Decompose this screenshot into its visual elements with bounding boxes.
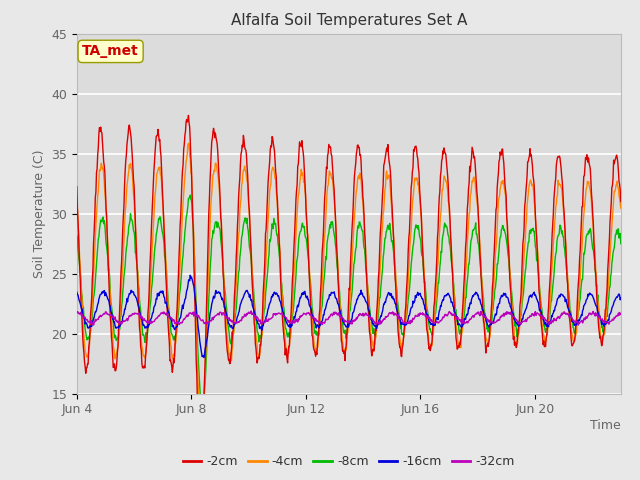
Legend: -2cm, -4cm, -8cm, -16cm, -32cm: -2cm, -4cm, -8cm, -16cm, -32cm <box>178 450 520 473</box>
Text: TA_met: TA_met <box>82 44 139 59</box>
Title: Alfalfa Soil Temperatures Set A: Alfalfa Soil Temperatures Set A <box>230 13 467 28</box>
Text: Time: Time <box>590 419 621 432</box>
Y-axis label: Soil Temperature (C): Soil Temperature (C) <box>33 149 45 278</box>
